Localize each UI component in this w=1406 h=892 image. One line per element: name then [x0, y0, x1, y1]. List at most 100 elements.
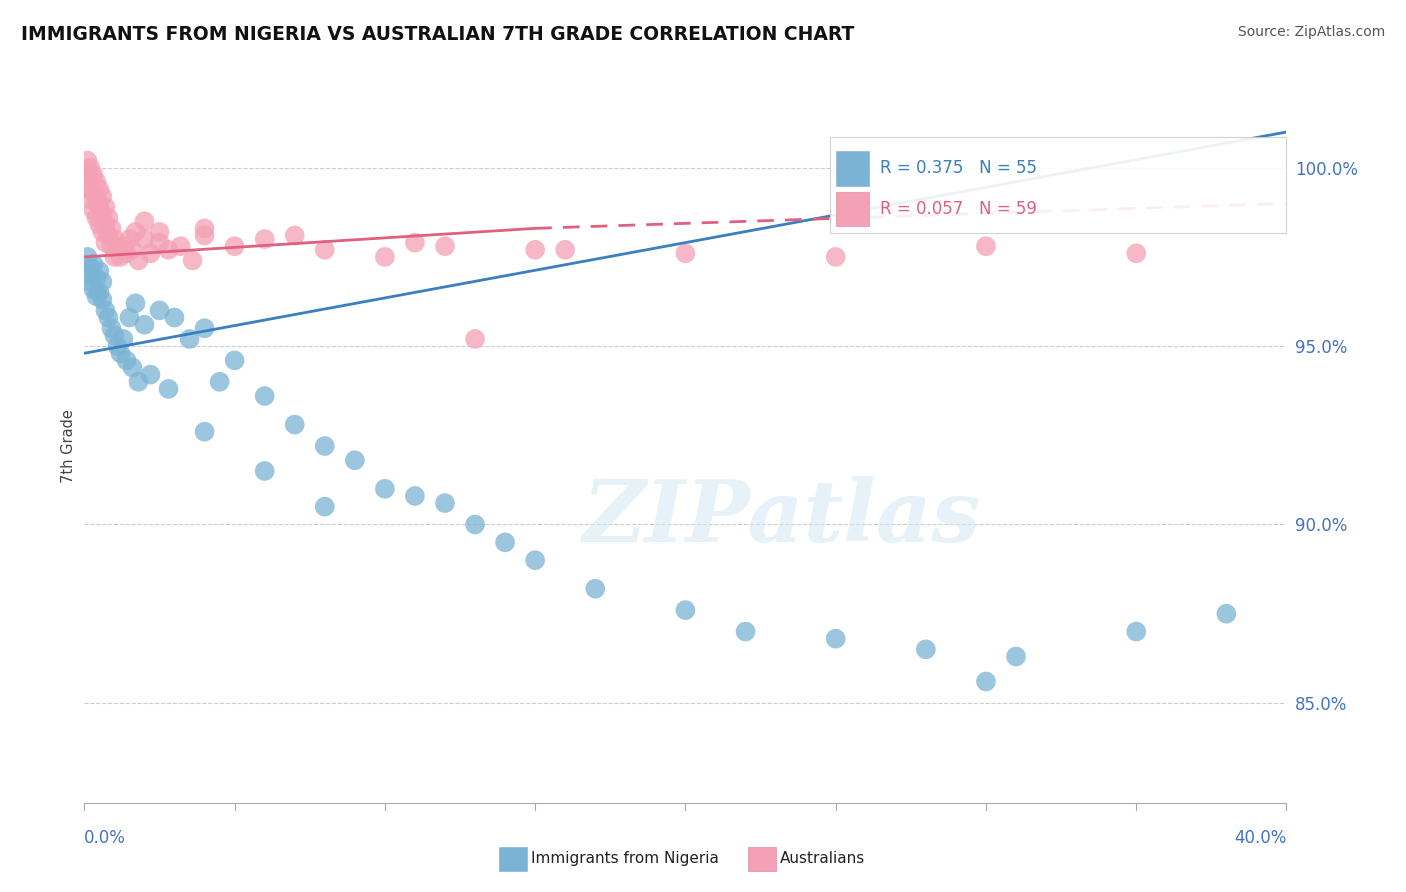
Point [110, 250, 132, 264]
Point [94, 218, 117, 232]
Text: 40.0%: 40.0% [1234, 829, 1286, 847]
FancyBboxPatch shape [830, 137, 1286, 234]
Point [139, 246, 162, 260]
Point [343, 453, 366, 467]
Point [194, 321, 217, 335]
Point [374, 482, 396, 496]
Point [79, 161, 101, 175]
Point [675, 246, 697, 260]
Point [100, 221, 122, 235]
Point [91, 207, 114, 221]
Text: ZIPatlas: ZIPatlas [582, 475, 980, 559]
Point [97, 310, 120, 325]
Point [179, 332, 201, 346]
Point [86, 289, 108, 303]
Point [118, 232, 141, 246]
Text: 0.0%: 0.0% [84, 829, 127, 847]
Point [163, 310, 186, 325]
Text: IMMIGRANTS FROM NIGERIA VS AUSTRALIAN 7TH GRADE CORRELATION CHART: IMMIGRANTS FROM NIGERIA VS AUSTRALIAN 7T… [21, 25, 855, 44]
Point [82, 257, 104, 271]
Point [91, 275, 114, 289]
Point [86, 211, 108, 225]
Point [974, 239, 997, 253]
Point [169, 239, 191, 253]
Point [89, 200, 111, 214]
Point [79, 175, 101, 189]
Point [124, 296, 146, 310]
Point [583, 582, 606, 596]
Point [915, 642, 938, 657]
Point [314, 500, 336, 514]
Point [100, 321, 122, 335]
Point [89, 182, 111, 196]
Point [224, 353, 246, 368]
Point [404, 489, 426, 503]
Point [97, 211, 120, 225]
Point [100, 239, 122, 253]
Point [112, 239, 135, 253]
Point [464, 332, 486, 346]
Point [91, 189, 114, 203]
Point [404, 235, 426, 250]
Text: Source: ZipAtlas.com: Source: ZipAtlas.com [1237, 25, 1385, 39]
Point [194, 228, 217, 243]
Point [554, 243, 576, 257]
Point [86, 193, 108, 207]
Point [434, 496, 457, 510]
Point [253, 464, 276, 478]
Point [284, 228, 307, 243]
Point [115, 246, 138, 260]
Text: Immigrants from Nigeria: Immigrants from Nigeria [531, 852, 720, 866]
Point [89, 264, 111, 278]
Point [139, 368, 162, 382]
Point [314, 439, 336, 453]
Point [134, 214, 156, 228]
Point [103, 328, 125, 343]
Point [94, 303, 117, 318]
FancyBboxPatch shape [835, 192, 869, 227]
Point [82, 203, 104, 218]
Point [76, 250, 98, 264]
Point [157, 382, 180, 396]
Point [824, 632, 846, 646]
Point [97, 228, 120, 243]
Point [464, 517, 486, 532]
Point [194, 425, 217, 439]
Point [107, 339, 129, 353]
Point [86, 271, 108, 285]
Point [76, 168, 98, 182]
Point [86, 175, 108, 189]
Text: R = 0.057   N = 59: R = 0.057 N = 59 [880, 200, 1038, 218]
Point [1215, 607, 1237, 621]
Point [91, 293, 114, 307]
Point [148, 303, 170, 318]
Point [134, 318, 156, 332]
Point [824, 250, 846, 264]
Point [107, 239, 129, 253]
Text: Australians: Australians [780, 852, 866, 866]
Point [253, 232, 276, 246]
Point [82, 186, 104, 200]
Point [89, 218, 111, 232]
Point [181, 253, 204, 268]
Point [1125, 246, 1147, 260]
Text: R = 0.375   N = 55: R = 0.375 N = 55 [880, 160, 1038, 178]
Point [79, 193, 101, 207]
Point [734, 624, 756, 639]
Point [974, 674, 997, 689]
Point [94, 200, 117, 214]
Point [157, 243, 180, 257]
Point [121, 360, 143, 375]
Point [314, 243, 336, 257]
Point [79, 260, 101, 275]
Point [127, 375, 149, 389]
Point [1125, 624, 1147, 639]
Point [434, 239, 457, 253]
Y-axis label: 7th Grade: 7th Grade [60, 409, 76, 483]
Point [224, 239, 246, 253]
Point [115, 353, 138, 368]
Point [91, 225, 114, 239]
Point [134, 232, 156, 246]
Point [194, 221, 217, 235]
Point [374, 250, 396, 264]
